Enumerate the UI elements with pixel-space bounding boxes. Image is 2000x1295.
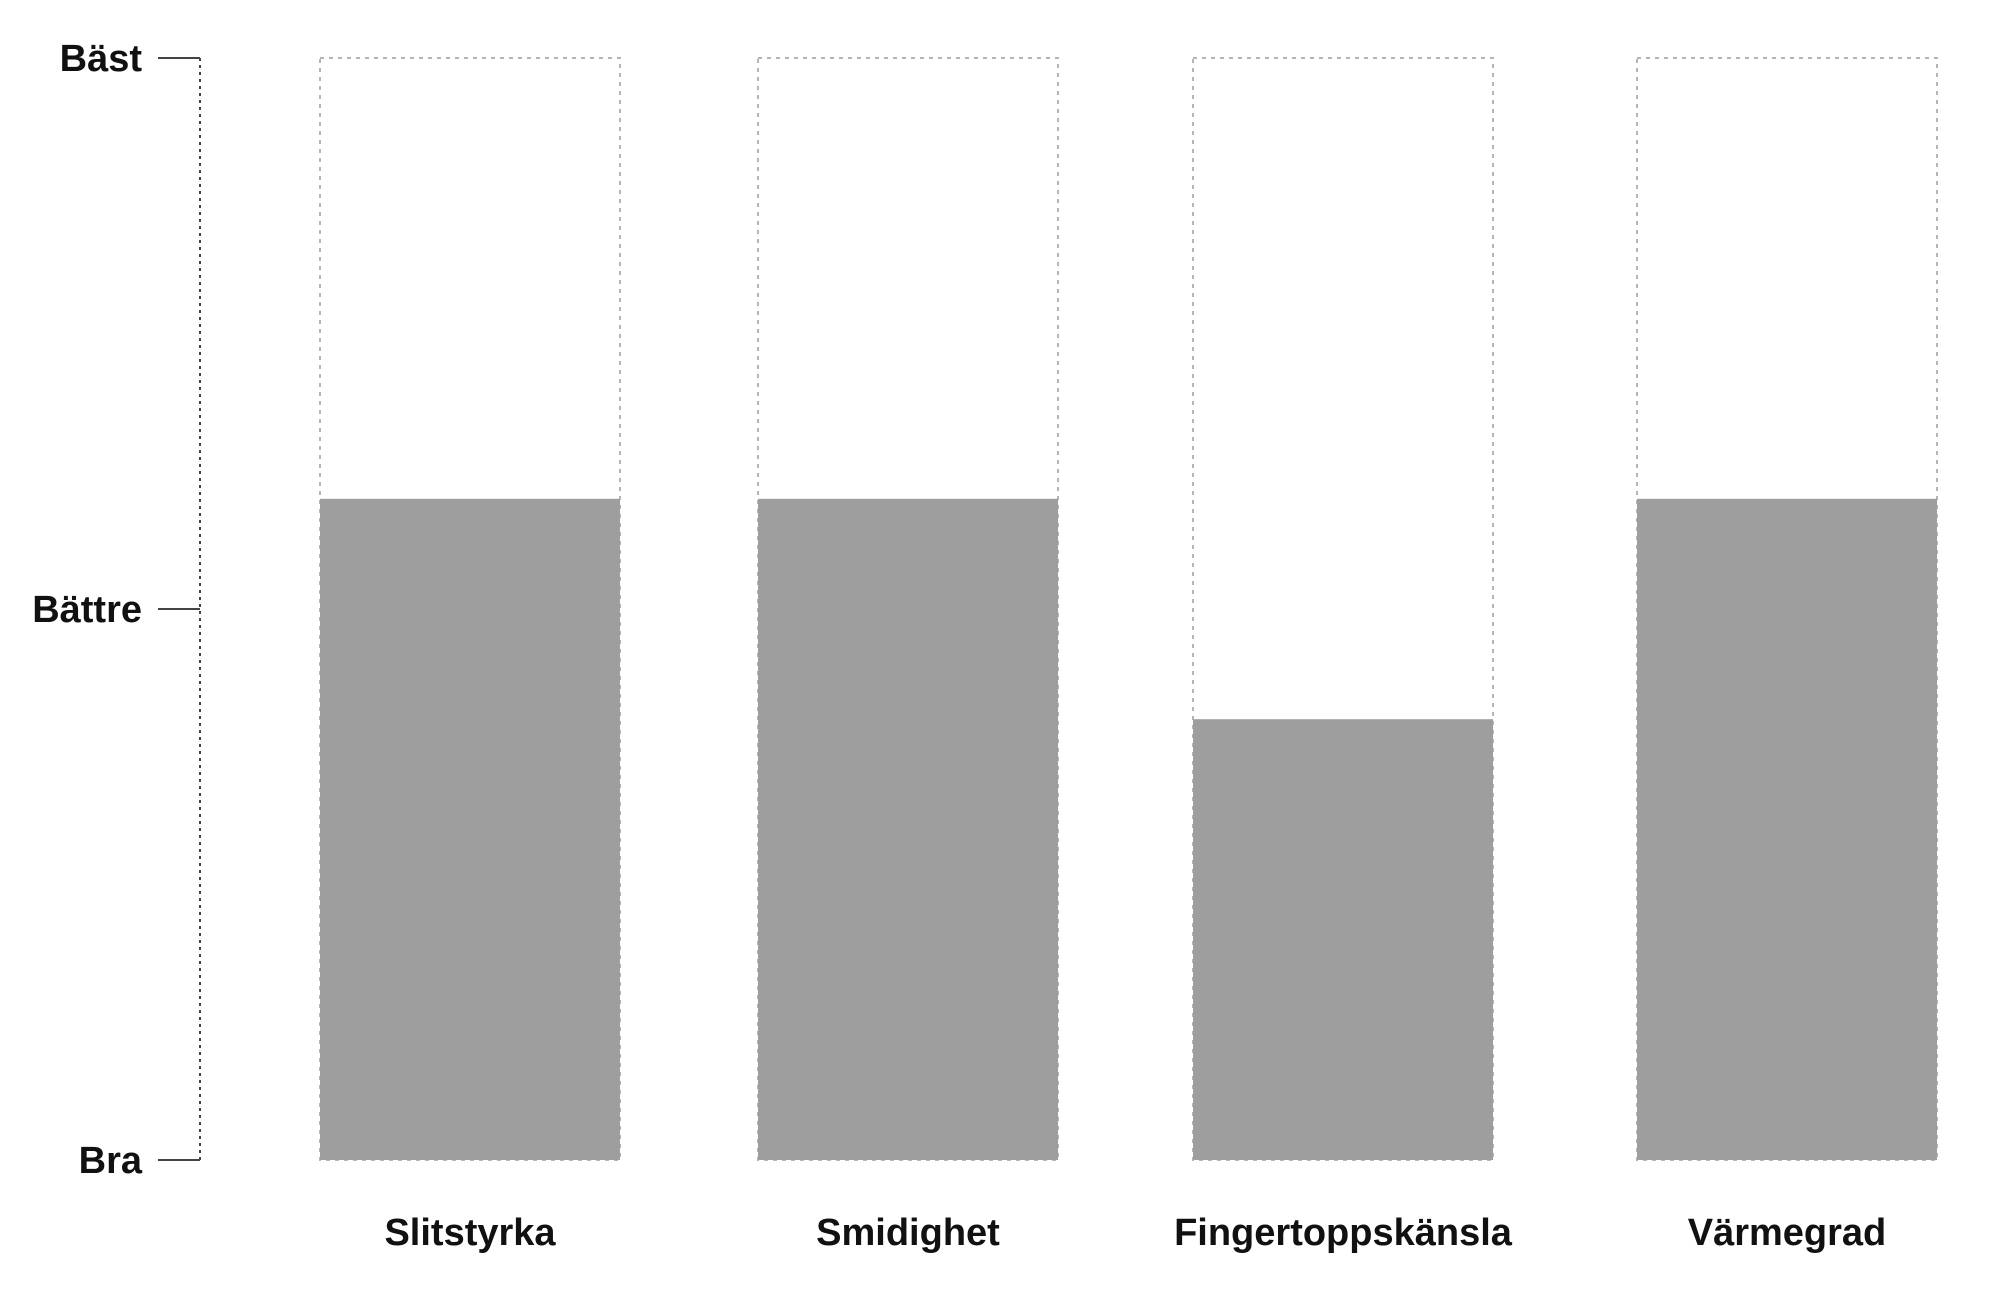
category-label: Värmegrad bbox=[1688, 1212, 1887, 1254]
category-label: Smidighet bbox=[816, 1212, 1000, 1254]
y-tick-label: Bäst bbox=[60, 38, 143, 80]
bar bbox=[320, 498, 620, 1160]
category-label: Slitstyrka bbox=[384, 1212, 556, 1254]
category-label: Fingertoppskänsla bbox=[1174, 1212, 1513, 1254]
category-labels: Slitstyrka Smidighet Fingertoppskänsla Värm… bbox=[384, 1212, 1886, 1254]
bar bbox=[758, 498, 1058, 1160]
bar bbox=[1637, 498, 1937, 1160]
bars bbox=[319, 57, 1938, 1161]
bar bbox=[1193, 719, 1493, 1160]
y-tick-label: Bra bbox=[79, 1140, 143, 1182]
y-axis: Bäst Bättre Bra bbox=[32, 38, 201, 1182]
y-tick-label: Bättre bbox=[32, 589, 142, 631]
